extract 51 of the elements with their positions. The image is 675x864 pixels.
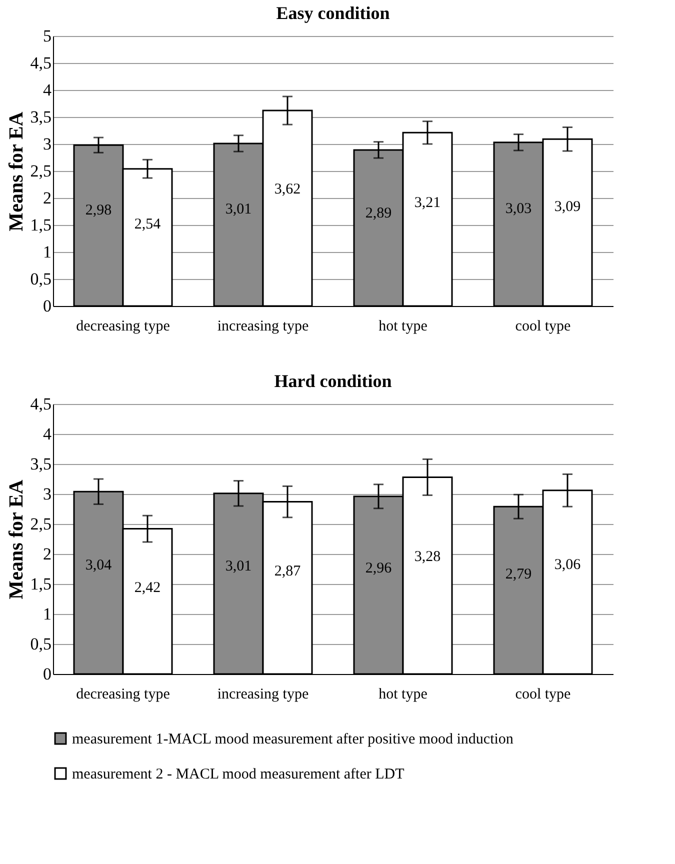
data-label: 3,28	[414, 548, 441, 565]
y-tick-label: 1,5	[30, 216, 52, 234]
y-tick-label: 2,5	[30, 162, 52, 180]
legend-label: measurement 1-MACL mood measurement after positive mood induction	[72, 732, 514, 748]
data-label: 3,03	[505, 200, 532, 217]
x-tick-label: hot type	[378, 318, 428, 334]
legend-label: measurement 2 - MACL mood measurement after LDT	[72, 766, 404, 782]
data-label: 3,62	[274, 182, 301, 198]
y-tick-label: 2	[43, 188, 52, 208]
y-tick-label: 0	[43, 296, 52, 316]
y-tick-label: 3	[43, 134, 52, 154]
x-tick-label: decreasing type	[76, 318, 170, 334]
y-tick-label: 5	[43, 26, 52, 46]
x-tick-label: cool type	[515, 686, 572, 702]
data-label: 2,87	[274, 564, 302, 580]
x-tick-label: decreasing type	[76, 686, 170, 702]
data-label: 3,21	[414, 194, 441, 211]
data-label: 3,04	[85, 558, 112, 574]
chart-title: Easy condition	[276, 3, 390, 23]
y-tick-label: 0	[43, 664, 52, 684]
data-label: 3,06	[554, 556, 582, 573]
x-tick-label: increasing type	[217, 686, 309, 702]
y-axis-title: Means for EA	[5, 111, 28, 232]
data-label: 3,01	[225, 558, 252, 575]
y-tick-label: 0,5	[30, 634, 52, 654]
y-tick-label: 1,5	[30, 574, 52, 594]
data-label: 2,54	[134, 216, 162, 233]
y-tick-label: 3	[43, 484, 52, 504]
y-tick-label: 0,5	[30, 270, 52, 288]
data-label: 2,79	[505, 566, 532, 583]
y-tick-label: 1	[43, 604, 52, 624]
chart-title: Hard condition	[274, 371, 392, 391]
data-label: 2,96	[365, 560, 392, 576]
y-tick-label: 4	[43, 424, 52, 444]
y-tick-label: 4,5	[30, 54, 52, 72]
x-tick-label: cool type	[515, 318, 572, 334]
y-tick-label: 2	[43, 544, 52, 564]
y-axis-title: Means for EA	[5, 479, 28, 600]
y-tick-label: 3,5	[30, 108, 52, 126]
y-tick-label: 2,5	[30, 514, 52, 534]
data-label: 2,98	[85, 202, 112, 218]
data-label: 2,89	[365, 205, 392, 222]
y-tick-label: 1	[43, 242, 52, 262]
y-tick-label: 4	[43, 80, 52, 100]
x-tick-label: hot type	[378, 686, 428, 702]
y-tick-label: 3,5	[30, 454, 52, 474]
data-label: 2,42	[134, 580, 161, 596]
x-tick-label: increasing type	[217, 318, 309, 334]
data-label: 3,01	[225, 201, 252, 218]
y-tick-label: 4,5	[30, 394, 52, 414]
data-label: 3,09	[554, 198, 581, 215]
